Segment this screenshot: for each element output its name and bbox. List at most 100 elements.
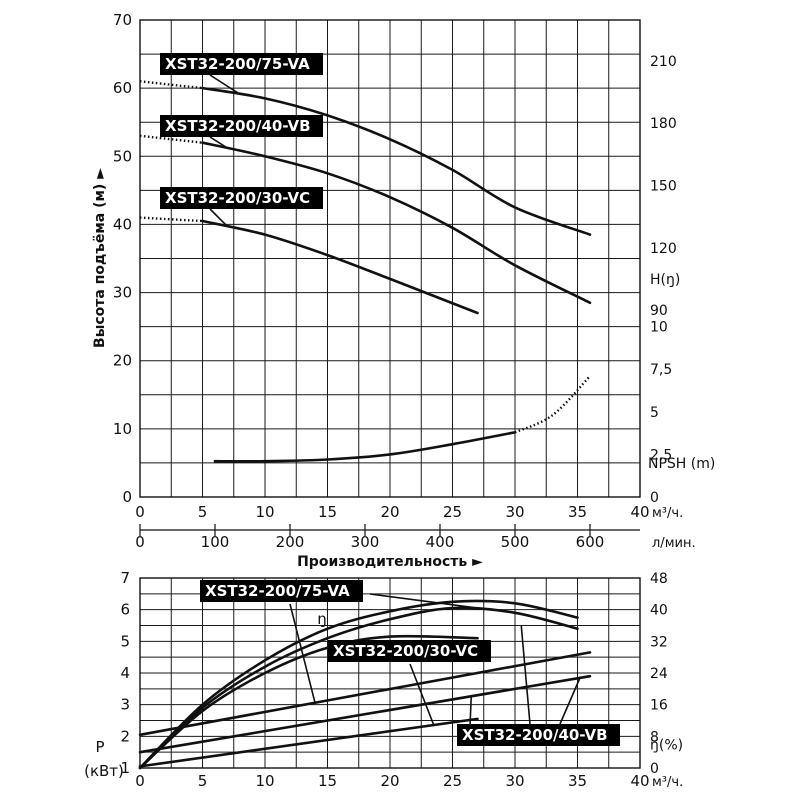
x-tick-label: 0 xyxy=(135,772,145,790)
x-unit-lmin: л/мин. xyxy=(652,536,696,551)
x2-tick-label: 500 xyxy=(501,533,530,551)
series-label-box xyxy=(160,187,323,209)
y2-tick-label: 16 xyxy=(650,698,668,714)
series-label-leader xyxy=(209,208,229,228)
y-tick-label: 20 xyxy=(113,352,132,370)
y-tick-label: 2 xyxy=(120,727,130,745)
y-tick-label: 0 xyxy=(122,488,132,506)
x-tick-label: 40 xyxy=(630,503,649,521)
efficiency-curve xyxy=(138,599,579,770)
series-label: XST32-200/40-VB xyxy=(457,724,620,746)
series-label-leader xyxy=(209,74,241,95)
x-tick-label: 35 xyxy=(568,772,587,790)
right-npsh-tick-label: 0 xyxy=(650,490,659,506)
right-head-tick-label: 180 xyxy=(650,116,677,132)
series-label-leader xyxy=(209,136,228,149)
series-label: XST32-200/30-VC xyxy=(328,640,491,662)
y2-tick-label: 0 xyxy=(650,761,659,777)
y-tick-label: 6 xyxy=(120,601,130,619)
series-label: XST32-200/40-VB xyxy=(160,115,323,137)
x-tick-label: 5 xyxy=(198,772,208,790)
series-label-box xyxy=(160,115,323,137)
x-unit-m3h: м³/ч. xyxy=(652,775,683,790)
series-label: XST32-200/75-VA xyxy=(160,53,323,75)
x-tick-label: 10 xyxy=(255,772,274,790)
y2-tick-label: 8 xyxy=(650,729,659,745)
y-tick-label: 1 xyxy=(120,759,130,777)
right-npsh-axis-title: NPSH (m) xyxy=(648,456,715,472)
series-label: XST32-200/75-VA xyxy=(200,580,363,602)
plot-frame xyxy=(139,19,641,498)
series-label-leader xyxy=(369,593,478,609)
y-axis-title: P xyxy=(95,738,104,756)
efficiency-curve xyxy=(138,606,579,770)
series-label: XST32-200/30-VC xyxy=(160,187,323,209)
power-line xyxy=(138,674,592,754)
power-line xyxy=(138,717,479,768)
series-label-text: XST32-200/75-VA xyxy=(165,55,310,73)
right-npsh-tick-label: 5 xyxy=(650,405,659,421)
y-tick-label: 10 xyxy=(113,420,132,438)
npsh-curve xyxy=(213,431,517,463)
y-axis-title: Высота подъёма (м) ► xyxy=(92,168,108,348)
x-tick-label: 15 xyxy=(318,772,337,790)
y-tick-label: 30 xyxy=(113,284,132,302)
right-npsh-tick-label: 7,5 xyxy=(650,362,672,378)
series-label-leader xyxy=(409,663,435,726)
x2-tick-label: 200 xyxy=(276,533,305,551)
npsh-curve-dotted xyxy=(514,375,591,434)
series-label-box xyxy=(457,724,620,746)
x-tick-label: 35 xyxy=(568,503,587,521)
efficiency-label: ŋ xyxy=(317,610,327,628)
y2-tick-label: 48 xyxy=(650,571,668,587)
right-head-tick-label: 210 xyxy=(650,54,677,70)
right-head-tick-label: 90 xyxy=(650,303,668,319)
plot-frame xyxy=(139,577,641,769)
series-label-box xyxy=(160,53,323,75)
series-label-text: XST32-200/40-VB xyxy=(165,117,311,135)
right-npsh-tick-label: 10 xyxy=(650,320,668,336)
series-label-text: XST32-200/30-VC xyxy=(165,189,310,207)
series-label-leader xyxy=(559,677,581,725)
x-tick-label: 25 xyxy=(443,503,462,521)
head-curve xyxy=(201,219,479,315)
series-label-leader xyxy=(520,625,531,725)
series-label-leader xyxy=(469,696,473,727)
series-label-text: XST32-200/30-VC xyxy=(333,642,478,660)
x-tick-label: 30 xyxy=(505,772,524,790)
x-tick-label: 5 xyxy=(198,503,208,521)
series-label-box xyxy=(200,580,363,602)
x-tick-label: 0 xyxy=(135,503,145,521)
series-label-leader xyxy=(289,603,316,703)
y-tick-label: 40 xyxy=(113,215,132,233)
x2-tick-label: 600 xyxy=(576,533,605,551)
y2-tick-label: 24 xyxy=(650,666,668,682)
x-unit-m3h: м³/ч. xyxy=(652,506,683,521)
series-label-box xyxy=(328,640,491,662)
x-tick-label: 15 xyxy=(318,503,337,521)
y-tick-label: 4 xyxy=(120,664,130,682)
x2-tick-label: 300 xyxy=(351,533,380,551)
right-npsh-tick-label: 2,5 xyxy=(650,447,672,463)
y-axis-unit: (кВт) xyxy=(84,762,124,780)
x-tick-label: 20 xyxy=(380,772,399,790)
y2-axis-title: ŋ(%) xyxy=(650,737,683,753)
right-head-axis-title: H(ŋ) xyxy=(650,272,680,288)
x-tick-label: 10 xyxy=(255,503,274,521)
head-curve xyxy=(201,141,592,305)
y2-tick-label: 40 xyxy=(650,603,668,619)
power-line xyxy=(138,651,592,737)
series-label-text: XST32-200/40-VB xyxy=(462,726,608,744)
y-tick-label: 70 xyxy=(113,11,132,29)
y2-tick-label: 32 xyxy=(650,634,668,650)
y-tick-label: 5 xyxy=(120,632,130,650)
y-tick-label: 60 xyxy=(113,79,132,97)
x-tick-label: 30 xyxy=(505,503,524,521)
head-curve xyxy=(201,86,592,236)
x2-tick-label: 400 xyxy=(426,533,455,551)
y-tick-label: 50 xyxy=(113,147,132,165)
